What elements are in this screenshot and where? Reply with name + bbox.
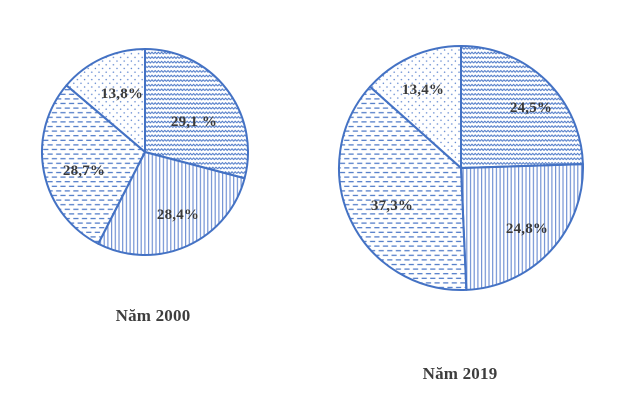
- pie-0-slice-dots: [65, 48, 146, 153]
- pie-0-slice-label-dots: 13,8%: [101, 86, 143, 102]
- pie-chart-nam-2019: 24,5% 24,8% 37,3% 13,4%: [338, 45, 584, 291]
- pie-1-slice-label-dots: 13,4%: [402, 82, 444, 98]
- chart-title-nam-2000: Năm 2000: [115, 306, 191, 325]
- pie-0-slice-label-wave: 29,1 %: [171, 114, 217, 130]
- pie-chart-nam-2000: 29,1 % 28,4% 28,7% 13,8%: [41, 48, 249, 256]
- pie-1-slice-label-horizontal-dashes: 37,3%: [371, 198, 413, 214]
- pie-1-slice-label-wave: 24,5%: [510, 100, 552, 116]
- pie-0-slice-vertical-lines: [97, 151, 246, 256]
- chart-title-nam-2019: Năm 2019: [422, 364, 498, 383]
- pie-0-slice-wave: [144, 48, 249, 180]
- pie-0-slice-label-vertical-lines: 28,4%: [157, 207, 199, 223]
- pie-1-slice-horizontal-dashes: [338, 85, 468, 291]
- pie-0-slice-horizontal-dashes: [41, 84, 146, 245]
- pie-1-slice-dots: [369, 45, 462, 169]
- pie-1-slice-vertical-lines: [460, 163, 584, 291]
- pie-0-slice-label-horizontal-dashes: 28,7%: [63, 163, 105, 179]
- pie-1-slice-label-vertical-lines: 24,8%: [506, 221, 548, 237]
- pie-1-slice-wave: [460, 45, 584, 169]
